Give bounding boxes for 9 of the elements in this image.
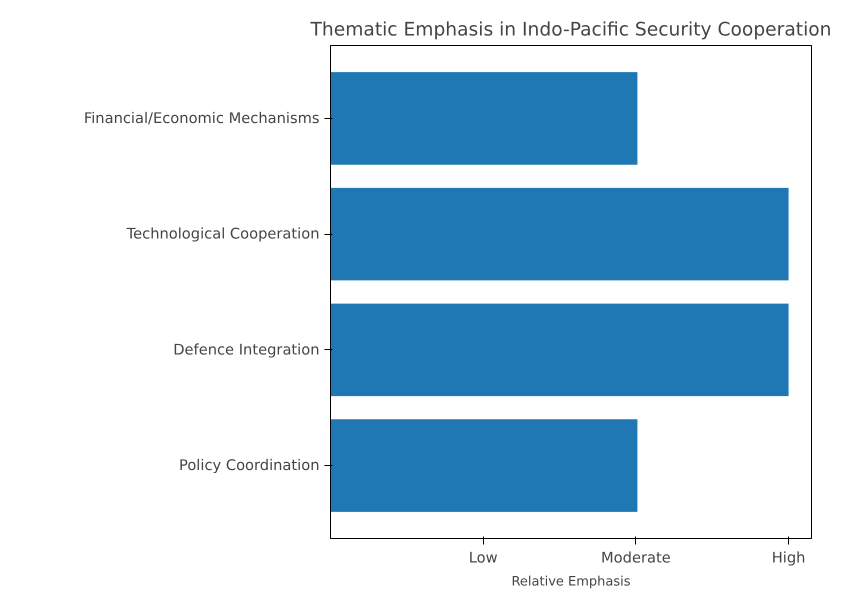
- y-tick-label: Technological Cooperation: [126, 226, 320, 243]
- x-axis-title: Relative Emphasis: [511, 574, 631, 590]
- text: Low: [468, 550, 498, 566]
- y-tick-label: Defence Integration: [173, 341, 320, 358]
- text: Moderate: [601, 550, 671, 566]
- chart-title: Thematic Emphasis in Indo-Pacific Security Cooperation: [310, 20, 832, 40]
- y-tick-label: Financial/Economic Mechanisms: [84, 110, 320, 127]
- y-tick-label: Policy Coordination: [179, 457, 320, 474]
- text: High: [772, 550, 806, 566]
